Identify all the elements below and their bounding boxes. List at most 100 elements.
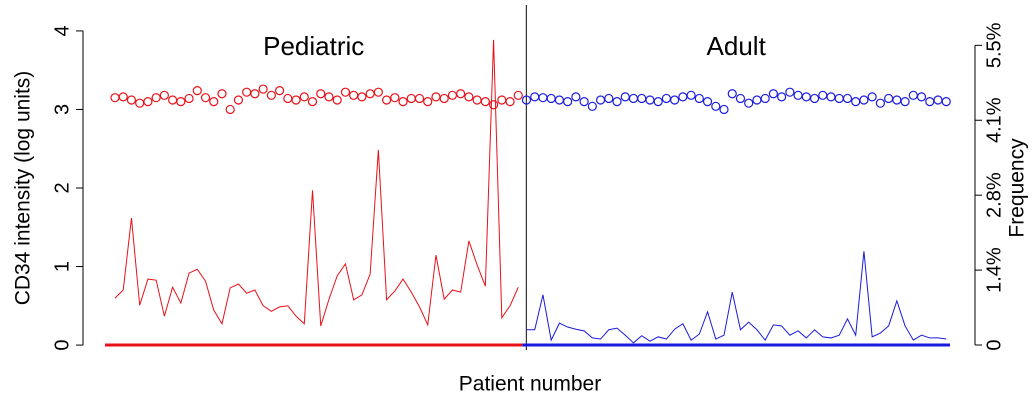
frequency-line — [526, 251, 947, 344]
intensity-point — [332, 95, 342, 105]
y2-tick-label: 1.4% — [983, 247, 1005, 293]
intensity-point — [118, 92, 128, 102]
intensity-point — [307, 97, 318, 107]
intensity-point — [521, 95, 532, 105]
group-label: Adult — [707, 31, 767, 61]
intensity-point — [423, 97, 433, 107]
intensity-point — [480, 97, 490, 107]
intensity-point — [892, 95, 902, 105]
intensity-point — [316, 89, 326, 99]
intensity-point — [826, 92, 836, 102]
intensity-point — [702, 97, 713, 107]
intensity-point — [571, 92, 581, 102]
intensity-point — [299, 92, 309, 102]
y2-axis-label: Frequency — [1006, 138, 1029, 238]
y-tick-label: 0 — [51, 340, 73, 351]
intensity-point — [324, 92, 334, 102]
intensity-point — [686, 90, 696, 100]
intensity-point — [694, 93, 704, 104]
intensity-point — [818, 90, 828, 100]
intensity-point — [365, 89, 375, 99]
intensity-point — [225, 104, 235, 115]
intensity-point — [859, 95, 869, 105]
intensity-point — [192, 86, 202, 96]
intensity-point — [661, 93, 672, 104]
intensity-point — [406, 93, 416, 104]
intensity-point — [184, 93, 194, 104]
intensity-point — [875, 98, 885, 108]
intensity-point — [431, 92, 441, 102]
y2-tick-label: 0 — [983, 339, 1005, 350]
y-tick-label: 3 — [51, 104, 73, 115]
intensity-point — [135, 98, 145, 108]
intensity-point — [373, 87, 383, 97]
intensity-point — [398, 97, 408, 107]
intensity-point — [645, 95, 655, 105]
y-tick-label: 1 — [51, 261, 73, 272]
intensity-point — [505, 97, 515, 107]
intensity-point — [546, 93, 556, 104]
intensity-point — [670, 95, 680, 105]
intensity-point — [283, 93, 293, 104]
intensity-point — [176, 97, 186, 107]
intensity-point — [464, 92, 474, 102]
y-axis-label: CD34 intensity (log units) — [12, 71, 35, 306]
intensity-point — [834, 93, 844, 104]
intensity-point — [472, 95, 482, 105]
intensity-point — [233, 95, 244, 105]
intensity-point — [159, 90, 169, 100]
intensity-point — [200, 93, 211, 103]
intensity-point — [925, 97, 935, 107]
x-axis-label: Patient number — [459, 373, 601, 396]
intensity-point — [711, 101, 721, 111]
intensity-point — [291, 95, 301, 105]
intensity-point — [497, 95, 507, 105]
intensity-point — [908, 90, 918, 100]
intensity-point — [563, 97, 573, 107]
intensity-point — [620, 92, 630, 102]
intensity-point — [587, 101, 597, 111]
frequency-line — [114, 39, 519, 327]
intensity-point — [488, 100, 499, 110]
intensity-point — [628, 93, 639, 104]
y2-tick-label: 5.5% — [983, 22, 1005, 68]
intensity-point — [768, 89, 779, 99]
intensity-point — [851, 97, 861, 107]
intensity-point — [538, 93, 548, 103]
intensity-point — [554, 95, 565, 105]
intensity-point — [809, 93, 820, 104]
intensity-point — [941, 97, 951, 107]
intensity-point — [604, 93, 614, 104]
intensity-point — [390, 93, 400, 103]
intensity-point — [126, 95, 137, 105]
intensity-point — [884, 93, 894, 104]
intensity-point — [414, 93, 425, 104]
intensity-point — [447, 90, 458, 100]
intensity-point — [381, 95, 392, 105]
intensity-point — [110, 93, 120, 103]
group-label: Pediatric — [263, 31, 364, 61]
intensity-point — [266, 90, 276, 100]
intensity-point — [530, 92, 540, 102]
intensity-point — [760, 93, 770, 104]
intensity-point — [900, 97, 910, 107]
intensity-point — [250, 89, 260, 99]
intensity-point — [151, 93, 161, 103]
intensity-point — [933, 95, 943, 105]
intensity-point — [719, 104, 729, 115]
intensity-point — [209, 97, 219, 107]
intensity-point — [258, 84, 268, 94]
intensity-point — [439, 93, 449, 104]
intensity-point — [168, 95, 178, 105]
intensity-point — [793, 90, 803, 100]
intensity-point — [777, 92, 787, 102]
y2-tick-label: 4.1% — [983, 97, 1005, 143]
intensity-point — [579, 97, 589, 107]
y-tick-label: 4 — [51, 25, 73, 36]
intensity-point — [637, 93, 647, 104]
intensity-point — [735, 93, 746, 104]
y2-tick-label: 2.8% — [983, 172, 1005, 218]
intensity-point — [143, 97, 153, 107]
intensity-point — [357, 92, 367, 102]
